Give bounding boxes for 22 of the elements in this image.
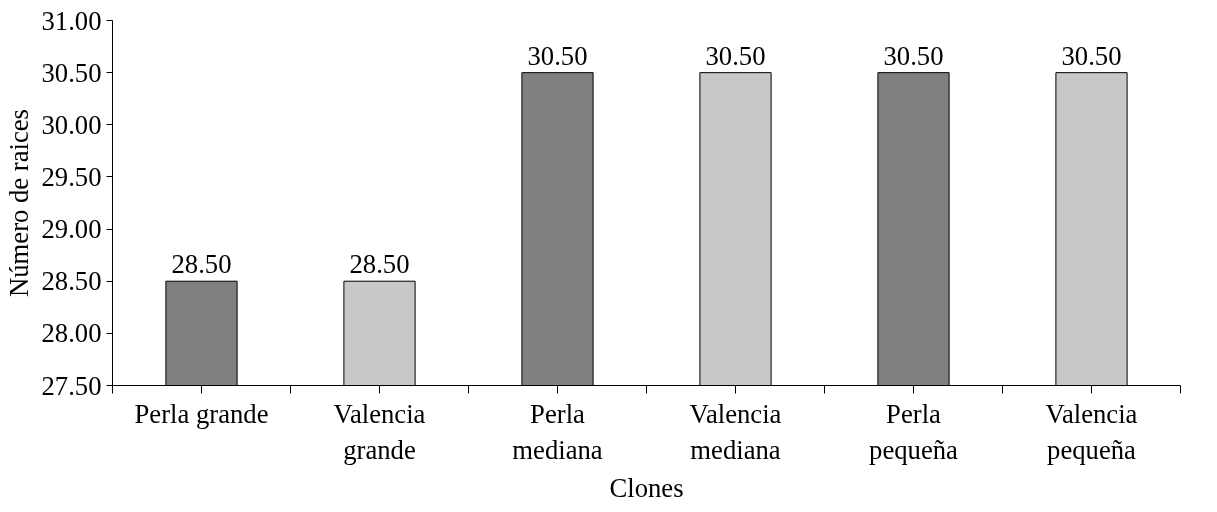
x-tick-label: Perla mediana (512, 398, 603, 465)
y-tick-label: 28.50 (41, 266, 102, 297)
data-label: 28.50 (171, 249, 232, 280)
x-tick-label: Valencia mediana (689, 398, 782, 465)
data-label: 30.50 (527, 40, 588, 71)
x-tick-label: Valencia grande (333, 398, 426, 465)
y-tick-label: 30.50 (41, 57, 102, 88)
y-axis-title: Número de raices (3, 108, 34, 297)
data-label: 30.50 (705, 40, 766, 71)
data-label: 30.50 (1061, 40, 1122, 71)
x-tick-label: Perla grande (134, 398, 269, 429)
y-tick-label: 28.00 (41, 318, 102, 349)
y-tick-label: 31.00 (41, 5, 102, 36)
x-tick-label: Perla pequeña (869, 398, 959, 465)
y-tick-label: 27.50 (41, 370, 102, 401)
y-tick-label: 29.50 (41, 161, 102, 192)
data-label: 28.50 (349, 249, 410, 280)
y-tick-label: 29.00 (41, 214, 102, 245)
x-tick-label: Valencia pequeña (1045, 398, 1138, 465)
data-label: 30.50 (883, 40, 944, 71)
y-tick-label: 30.00 (41, 109, 102, 140)
x-axis-title: Clones (609, 472, 684, 503)
